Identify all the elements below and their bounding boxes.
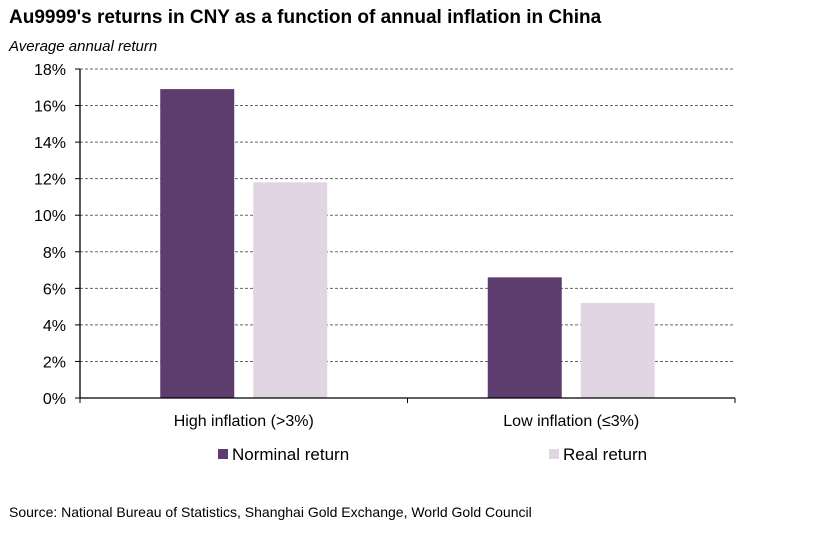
chart-title: Au9999's returns in CNY as a function of… — [9, 7, 602, 28]
y-tick-label: 18% — [34, 62, 66, 79]
legend-swatch-nominal — [218, 449, 228, 459]
y-tick-label: 2% — [43, 354, 66, 371]
x-tick-labels: High inflation (>3%) Low inflation (≤3%) — [174, 413, 640, 430]
x-tick-label: High inflation (>3%) — [174, 413, 314, 430]
chart-subtitle: Average annual return — [9, 38, 158, 55]
bar-real-low-inflation — [580, 302, 655, 398]
bar-nominal-high-inflation — [160, 89, 235, 398]
y-tick-label: 10% — [34, 208, 66, 225]
legend-label-nominal: Norminal return — [232, 445, 349, 464]
bar-nominal-low-inflation — [487, 277, 562, 398]
axes — [75, 68, 736, 403]
legend: Norminal return Real return — [218, 445, 647, 464]
y-tick-labels: 0% 2% 4% 6% 8% 10% 12% 14% 16% 18% — [34, 62, 66, 408]
y-tick-label: 8% — [43, 245, 66, 262]
legend-label-real: Real return — [563, 445, 647, 464]
y-tick-label: 4% — [43, 318, 66, 335]
y-tick-label: 14% — [34, 135, 66, 152]
bars — [160, 89, 655, 398]
bar-real-high-inflation — [253, 182, 328, 398]
y-tick-label: 16% — [34, 99, 66, 116]
x-tick-label: Low inflation (≤3%) — [503, 413, 639, 430]
legend-swatch-real — [549, 449, 559, 459]
source-note: Source: National Bureau of Statistics, S… — [9, 504, 532, 520]
y-tick-label: 12% — [34, 172, 66, 189]
y-tick-label: 6% — [43, 281, 66, 298]
y-tick-label: 0% — [43, 391, 66, 408]
